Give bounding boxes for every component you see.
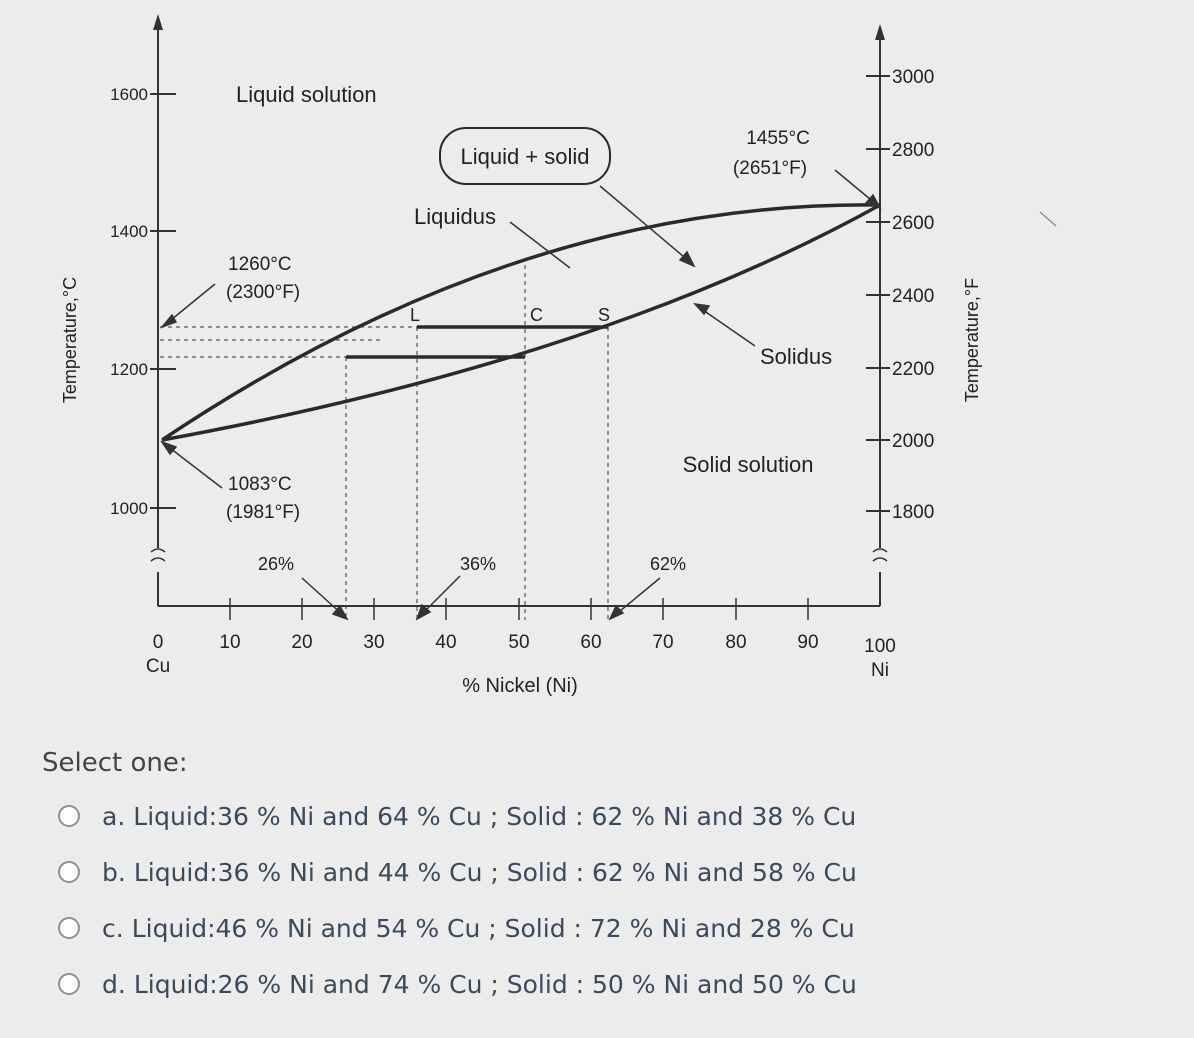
pct-62-label: 62%: [650, 554, 686, 574]
two-phase-label-box: [439, 127, 611, 185]
answer-option-a[interactable]: a. Liquid:36 % Ni and 64 % Cu ; Solid : …: [42, 788, 1142, 844]
point-c-label: C: [530, 305, 543, 325]
right-axis: [866, 30, 890, 606]
composition-labels: 26% 36% 62% L C S: [258, 305, 686, 574]
liquidus-curve: [161, 203, 881, 442]
axis-break-left: [150, 548, 166, 562]
x-tick-label: 0: [153, 632, 164, 653]
radio-button[interactable]: [58, 805, 80, 827]
point-l-label: L: [410, 305, 420, 325]
left-tick-label: 1000: [110, 499, 148, 518]
right-tick-label: 2400: [892, 286, 934, 307]
option-text: Liquid:46 % Ni and 54 % Cu ; Solid : 72 …: [131, 913, 855, 943]
ni-melt-c: 1455°C: [746, 128, 810, 149]
right-tick-label: 2600: [892, 213, 934, 234]
left-tick-label: 1200: [110, 360, 148, 379]
temperature-annotations: 1455°C (2651°F) 1260°C (2300°F) 1083°C (…: [226, 128, 810, 523]
right-axis-arrow: [875, 24, 885, 40]
right-tick-label: 1800: [892, 502, 934, 523]
pct-26-label: 26%: [258, 554, 294, 574]
solidus-curve: [161, 203, 881, 442]
x-axis-right-end: Ni: [871, 660, 889, 681]
right-tick-label: 2000: [892, 431, 934, 452]
x-axis-left-end: Cu: [146, 656, 170, 677]
point-s-label: S: [598, 305, 610, 325]
option-letter: d.: [102, 969, 126, 999]
radio-button[interactable]: [58, 917, 80, 939]
t1260-c: 1260°C: [228, 254, 292, 275]
x-tick-label: 30: [363, 632, 384, 653]
radio-button[interactable]: [58, 973, 80, 995]
cu-melt-f: (1981°F): [226, 502, 300, 523]
x-axis-ticks: [229, 598, 809, 620]
quiz-prompt: Select one:: [42, 748, 188, 778]
right-axis-title: Temperature,°F: [962, 278, 982, 402]
right-axis-labels: 3000 2800 2600 2400 2200 2000 1800: [892, 67, 934, 523]
axis-break-right: [872, 548, 888, 562]
option-text: Liquid:26 % Ni and 74 % Cu ; Solid : 50 …: [133, 969, 857, 999]
liquid-region-label: Liquid solution: [236, 82, 377, 107]
two-phase-region-label: Liquid + solid: [460, 144, 589, 169]
x-tick-label: 90: [797, 632, 818, 653]
x-tick-label: 40: [435, 632, 456, 653]
phase-diagram: 1600 1400 1200 1000 3000 2800 2600 2400 …: [60, 14, 1057, 697]
right-tick-label: 2800: [892, 140, 934, 161]
x-axis-title: % Nickel (Ni): [462, 675, 578, 697]
x-tick-label: 70: [652, 632, 673, 653]
guide-lines: [160, 265, 609, 620]
x-tick-label: 80: [725, 632, 746, 653]
quiz-panel: Select one: a. Liquid:36 % Ni and 64 % C…: [42, 748, 1142, 1012]
solidus-label: Solidus: [760, 344, 832, 369]
right-tick-label: 2200: [892, 359, 934, 380]
right-tick-label: 3000: [892, 67, 934, 88]
pct-36-label: 36%: [460, 554, 496, 574]
x-tick-label: 10: [219, 632, 240, 653]
left-axis-labels: 1600 1400 1200 1000: [110, 85, 148, 518]
option-letter: a.: [102, 801, 126, 831]
leader-arrows: [159, 169, 882, 621]
left-tick-label: 1400: [110, 222, 148, 241]
answer-option-c[interactable]: c. Liquid:46 % Ni and 54 % Cu ; Solid : …: [42, 900, 1142, 956]
x-tick-label: 60: [580, 632, 601, 653]
t1260-f: (2300°F): [226, 282, 300, 303]
x-tick-label: 20: [291, 632, 312, 653]
x-axis-labels: 0 10 20 30 40 50 60 70 80 90 100 Cu Ni %…: [146, 632, 896, 697]
stray-mark: [1039, 211, 1057, 227]
x-tick-label: 100: [864, 636, 896, 657]
solid-region-label: Solid solution: [683, 452, 814, 477]
x-tick-label: 50: [508, 632, 529, 653]
ni-melt-f: (2651°F): [733, 158, 807, 179]
option-letter: c.: [102, 913, 124, 943]
radio-button[interactable]: [58, 861, 80, 883]
option-letter: b.: [102, 857, 126, 887]
cu-melt-c: 1083°C: [228, 474, 292, 495]
left-axis-arrow: [153, 14, 163, 30]
answer-option-d[interactable]: d. Liquid:26 % Ni and 74 % Cu ; Solid : …: [42, 956, 1142, 1012]
left-tick-label: 1600: [110, 85, 148, 104]
option-text: Liquid:36 % Ni and 64 % Cu ; Solid : 62 …: [133, 801, 857, 831]
liquidus-label: Liquidus: [414, 204, 496, 229]
option-text: Liquid:36 % Ni and 44 % Cu ; Solid : 62 …: [133, 857, 857, 887]
left-axis-title: Temperature,°C: [60, 277, 80, 403]
answer-option-b[interactable]: b. Liquid:36 % Ni and 44 % Cu ; Solid : …: [42, 844, 1142, 900]
